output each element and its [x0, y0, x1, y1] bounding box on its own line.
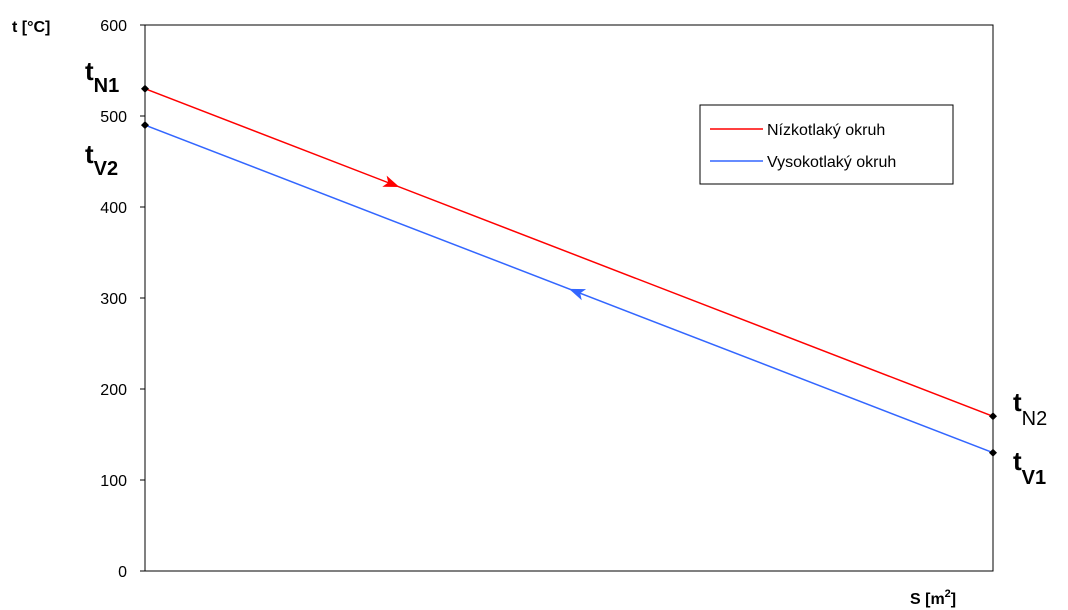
series-1-point-0 — [141, 121, 149, 130]
series-arrow-0 — [382, 175, 400, 187]
series-arrow-1 — [569, 288, 587, 301]
y-tick-label: 600 — [100, 18, 127, 35]
series-0-point-1 — [989, 412, 997, 421]
legend: Nízkotlaký okruh Vysokotlaký okruh — [699, 104, 954, 185]
series-1-point-1 — [989, 448, 997, 457]
series-line-0 — [144, 88, 994, 417]
y-tick-label: 100 — [100, 473, 127, 490]
point-label-tn1: tN1 — [85, 56, 119, 97]
point-labels: tN1 tV2 tN2 tV1 — [85, 56, 1047, 489]
legend-label-vysokotlaky: Vysokotlaký okruh — [767, 154, 896, 171]
point-label-tn2: tN2 — [1013, 387, 1047, 430]
y-tick-label: 200 — [100, 382, 127, 399]
legend-label-nizkotlaky: Nízkotlaký okruh — [767, 122, 885, 139]
x-axis-label: S [m2] — [910, 588, 956, 608]
y-axis-label: t [°C] — [12, 19, 50, 36]
series-0-point-0 — [141, 84, 149, 93]
y-tick-label: 300 — [100, 291, 127, 308]
legend-box — [699, 104, 954, 185]
y-tick-label: 400 — [100, 200, 127, 217]
y-tick-labels: 0 100 200 300 400 500 600 — [100, 18, 145, 581]
point-label-tv1: tV1 — [1013, 446, 1046, 489]
series-group — [141, 84, 997, 457]
point-label-tv2: tV2 — [85, 139, 118, 180]
y-tick-label: 500 — [100, 109, 127, 126]
y-tick-label: 0 — [118, 564, 127, 581]
